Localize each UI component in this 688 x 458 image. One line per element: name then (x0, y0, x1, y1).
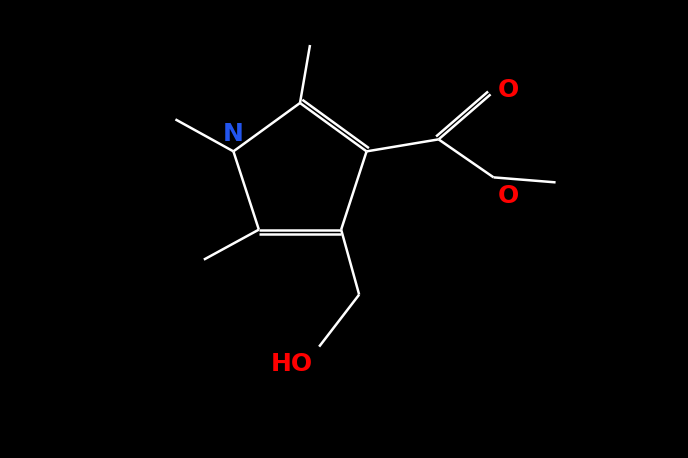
Text: HO: HO (271, 352, 313, 376)
Text: O: O (497, 185, 519, 208)
Text: O: O (497, 78, 519, 103)
Text: N: N (223, 122, 244, 147)
